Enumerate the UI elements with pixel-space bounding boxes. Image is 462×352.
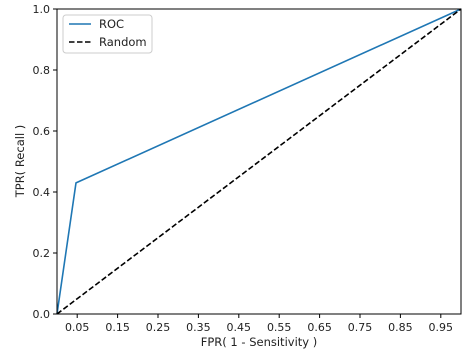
- legend-label-roc: ROC: [99, 17, 124, 31]
- x-tick-label: 0.35: [186, 321, 211, 334]
- y-tick-label: 0.2: [33, 247, 51, 260]
- y-tick-label: 0.4: [33, 186, 51, 199]
- legend: ROC Random: [62, 14, 153, 54]
- y-axis-label: TPR( Recall ): [13, 125, 27, 199]
- y-tick-label: 0.6: [33, 125, 51, 138]
- series-line-random: [56, 8, 462, 315]
- x-tick-label: 0.15: [105, 321, 130, 334]
- x-tick-label: 0.45: [227, 321, 252, 334]
- x-tick-label: 0.95: [429, 321, 454, 334]
- plot-area: [56, 8, 462, 315]
- y-tick-label: 1.0: [33, 3, 51, 16]
- x-tick-label: 0.75: [348, 321, 373, 334]
- x-tick-label: 0.55: [267, 321, 292, 334]
- axes-frame: [56, 8, 462, 315]
- legend-label-random: Random: [99, 35, 147, 49]
- series-line-roc: [56, 8, 462, 315]
- x-tick-label: 0.65: [307, 321, 332, 334]
- x-tick-label: 0.25: [146, 321, 171, 334]
- axes: 0.05 0.15 0.25 0.35 0.45 0.55 0.65 0.75 0.85 0.95…: [33, 3, 462, 334]
- y-tick-label: 0.8: [33, 64, 51, 77]
- x-tick-label: 0.05: [65, 321, 90, 334]
- x-tick-label: 0.85: [388, 321, 413, 334]
- x-axis-label: FPR( 1 - Sensitivity ): [201, 335, 317, 349]
- y-tick-label: 0.0: [33, 308, 51, 321]
